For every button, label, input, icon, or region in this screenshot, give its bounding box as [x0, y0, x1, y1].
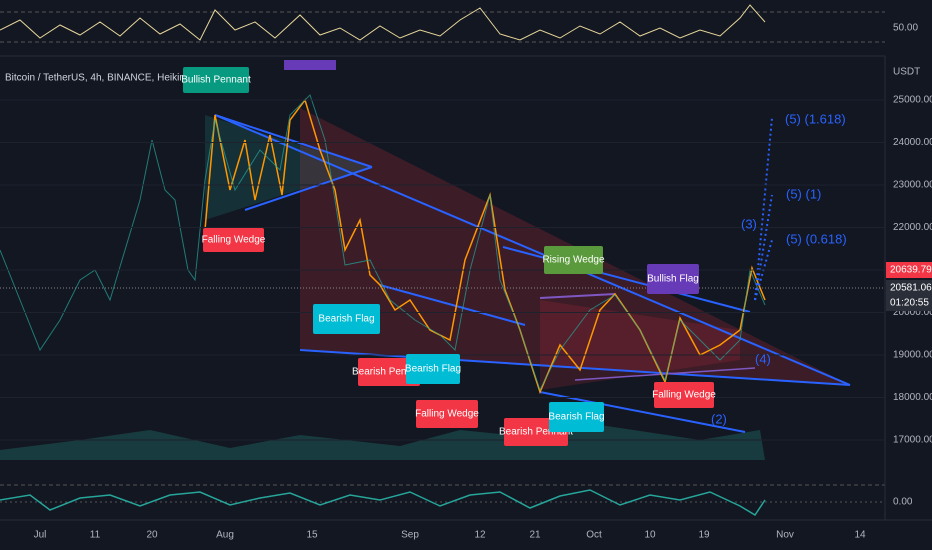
date-label: Oct	[586, 530, 602, 541]
price-label: 18000.00	[893, 392, 932, 403]
wave-label: (5) (1)	[786, 186, 821, 201]
date-label: 11	[90, 530, 101, 541]
pattern-label-box	[416, 400, 478, 428]
date-label: 14	[854, 530, 866, 541]
pattern-label-box	[358, 358, 420, 386]
pattern-label: Falling Wedge	[652, 390, 716, 401]
price-tag-text: 01:20:55	[890, 298, 929, 309]
date-label: 12	[474, 530, 486, 541]
trend-line	[299, 349, 851, 386]
wave-label: (4)	[755, 351, 771, 366]
currency: USDT	[893, 67, 920, 78]
rsi-panel: 50.00	[0, 4, 918, 43]
pattern-box	[284, 60, 336, 70]
date-label: 10	[644, 530, 656, 541]
price-label: 17000.00	[893, 435, 932, 446]
price-label: 20000.00	[893, 307, 932, 318]
pattern-label-box	[647, 264, 699, 294]
trend-line	[539, 293, 616, 299]
pattern-label-box	[313, 304, 380, 334]
trend-line	[379, 284, 526, 326]
pattern-label: Rising Wedge	[542, 255, 605, 266]
symbol-title: Bitcoin / TetherUS, 4h, BINANCE, Heikin …	[5, 73, 207, 84]
pattern-label: Bullish Pennant	[181, 75, 251, 86]
osc-level: 0.00	[893, 497, 913, 508]
trend-line	[244, 166, 373, 211]
pattern-area	[205, 115, 370, 220]
pattern-label-box	[549, 402, 604, 432]
rsi-line	[0, 4, 766, 41]
price-label: 24000.00	[893, 137, 932, 148]
pattern-label-box	[544, 246, 603, 274]
wave-label: (5) (0.618)	[786, 231, 847, 246]
date-label: Jul	[34, 530, 47, 541]
price-line	[0, 94, 766, 392]
volume	[0, 425, 765, 460]
pattern-label: Bearish Flag	[405, 364, 461, 375]
oscillator	[0, 489, 766, 517]
price-tag	[886, 295, 932, 311]
price-tag-text: 20639.79	[890, 265, 932, 276]
pattern-label: Bearish Flag	[318, 314, 374, 325]
date-label: 15	[306, 530, 318, 541]
pattern-label-box	[183, 67, 249, 93]
pattern-label: Falling Wedge	[202, 235, 266, 246]
wave-label: (2)	[711, 411, 727, 426]
pattern-label-box	[203, 228, 264, 252]
price-label: 23000.00	[893, 180, 932, 191]
pattern-label: Bearish Flag	[548, 412, 604, 423]
date-label: Aug	[216, 530, 234, 541]
rsi-level: 50.00	[893, 23, 918, 34]
wave-label: (5) (1.618)	[785, 111, 846, 126]
price-label: 19000.00	[893, 350, 932, 361]
trend-line	[539, 391, 746, 433]
price-label: 22000.00	[893, 222, 932, 233]
trend-line	[214, 114, 373, 168]
date-label: 21	[529, 530, 541, 541]
date-label: Nov	[776, 530, 794, 541]
pattern-label-box	[406, 354, 460, 384]
volume-area	[0, 425, 765, 460]
pattern-label: Bearish Pennant	[499, 427, 573, 438]
pattern-label: Bullish Flag	[647, 274, 699, 285]
date-label: 20	[146, 530, 158, 541]
trend-line	[214, 114, 851, 386]
price-tag	[886, 280, 932, 296]
date-label: Sep	[401, 530, 419, 541]
date-label: 19	[698, 530, 710, 541]
pattern-label-box	[654, 382, 714, 408]
pattern-label: Bearish Pennant	[352, 367, 426, 378]
wave-label: (3)	[741, 216, 757, 231]
price-tag-text: 20581.06	[890, 283, 932, 294]
trend-line	[574, 367, 756, 381]
price-tag	[886, 262, 932, 278]
pattern-label: Falling Wedge	[415, 409, 479, 420]
price-label: 25000.00	[893, 95, 932, 106]
